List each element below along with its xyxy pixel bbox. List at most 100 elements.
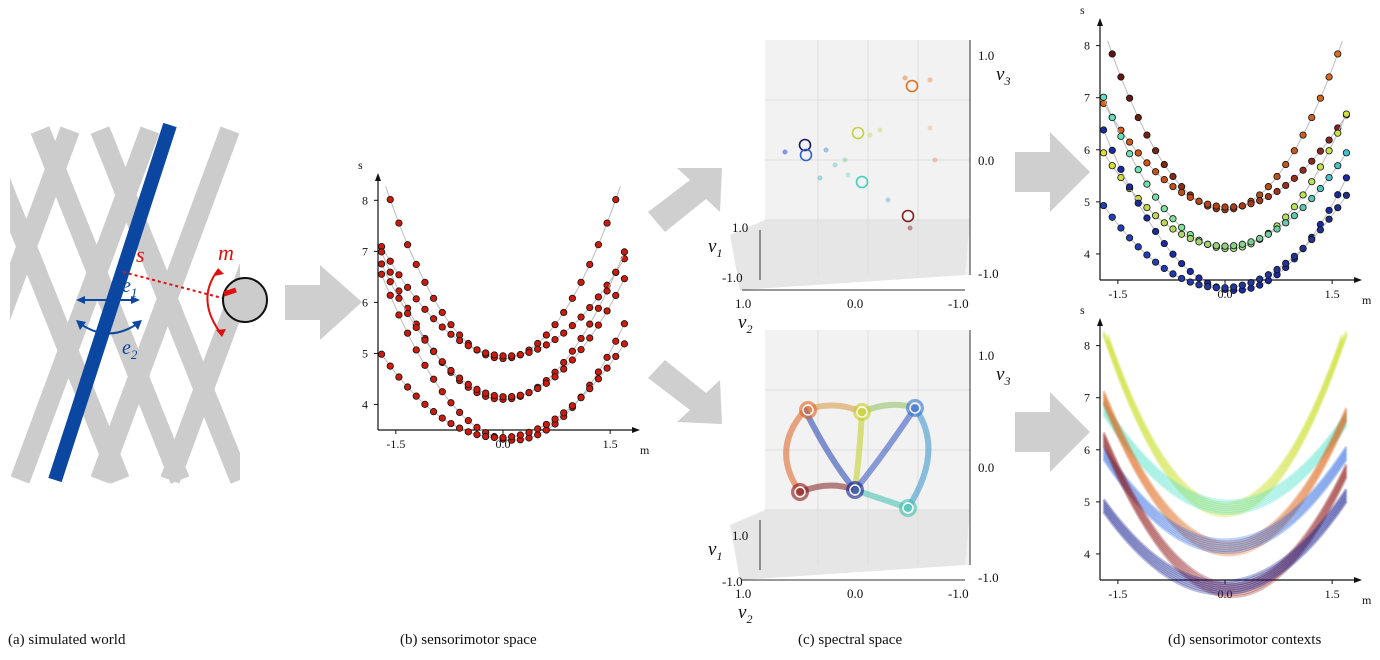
data-point [421,305,429,313]
data-point [1143,214,1151,222]
data-point [534,345,542,353]
arrow-c-to-d-bottom [1015,392,1090,472]
y-axis-arrow [375,173,381,181]
context-band [1102,458,1348,554]
spectral-space-bottom [730,330,971,581]
svg-text:e1: e1 [122,275,137,300]
context-band [1102,334,1348,518]
context-band [1102,492,1348,588]
data-point [1325,173,1333,182]
context-band [1102,440,1348,594]
data-point [499,352,507,360]
caption-c: (c) spectral space [798,632,903,648]
data-point [1282,259,1290,267]
e2-label: e [122,337,131,359]
data-point [1108,146,1116,154]
data-point [1125,183,1134,191]
data-point [1247,200,1255,208]
motor-label-m: m [218,240,234,265]
y-tick-label: 6 [362,295,368,309]
agent-sensor [223,287,237,297]
data-point [1108,162,1116,170]
spectral-space-top [730,40,971,291]
data-point [1230,203,1238,211]
context-band [1102,442,1348,597]
data-point [594,293,603,301]
data-point [464,417,472,425]
data-point [1256,281,1264,289]
data-point [594,321,603,329]
caption-a: (a) simulated world [8,632,126,648]
x-tick-label: -1.5 [386,437,405,451]
x-tick-label: 1.5 [603,437,618,451]
arrow-a-to-b [285,265,362,340]
spectral-point [867,132,873,138]
data-point [1099,201,1108,210]
data-point [1264,277,1272,285]
data-point [1221,203,1229,211]
data-point [577,346,585,354]
data-point [603,307,611,315]
data-point [1160,160,1168,169]
data-point [1238,281,1246,289]
context-band [1102,449,1348,546]
context-band [1102,402,1348,557]
data-point [421,361,429,369]
cluster-center [799,148,813,162]
data-point [412,346,420,354]
data-point [1282,219,1290,227]
x-axis-label: m [640,443,650,457]
data-point [603,219,611,227]
data-point [1342,149,1351,157]
data-point [551,335,559,344]
data-point [1238,240,1246,248]
data-point [395,294,403,302]
v1-tick-top-1: 1.0 [732,220,748,235]
data-point [456,374,464,382]
y-tick-label: 4 [1084,247,1090,261]
data-point [464,380,472,388]
data-point [1160,239,1168,248]
data-point [1334,129,1342,137]
cluster-center [851,126,865,140]
context-band [1102,496,1348,592]
context-band [1102,409,1348,511]
v3-tick-top-0: 0.0 [978,153,994,168]
data-point [1152,168,1160,176]
data-point [1290,212,1298,220]
data-point [1290,203,1298,211]
data-point [395,219,403,227]
data-point [430,294,438,302]
data-point [1316,163,1325,171]
data-point [1316,184,1325,193]
data-point [412,260,420,269]
y-tick-label: 5 [1084,195,1090,209]
v3-label-bot: v3 [996,364,1010,388]
data-point [1108,113,1116,122]
data-point [551,415,559,423]
data-point [1230,242,1238,250]
context-band [1102,392,1348,547]
data-point [1299,203,1307,212]
data-point [1152,193,1160,201]
x-axis-arrow [1354,277,1362,283]
data-point [1316,226,1325,234]
context-band [1102,433,1348,588]
data-point [403,329,412,337]
data-point [1290,252,1298,260]
spectral-point [823,147,829,153]
spectral-point [902,75,908,81]
v1-label-bot: v1 [708,539,722,563]
data-point [1247,279,1255,287]
data-point [1195,238,1203,246]
v3-tick-bot-0: 0.0 [978,460,994,475]
e1-label: e [122,275,131,297]
data-point [386,362,394,370]
x-tick-label: 0.0 [1218,287,1233,301]
data-point [603,353,611,361]
data-point [508,393,516,401]
data-point [1143,203,1151,212]
data-point [1308,178,1316,186]
data-point [377,260,386,268]
data-point [438,308,446,317]
